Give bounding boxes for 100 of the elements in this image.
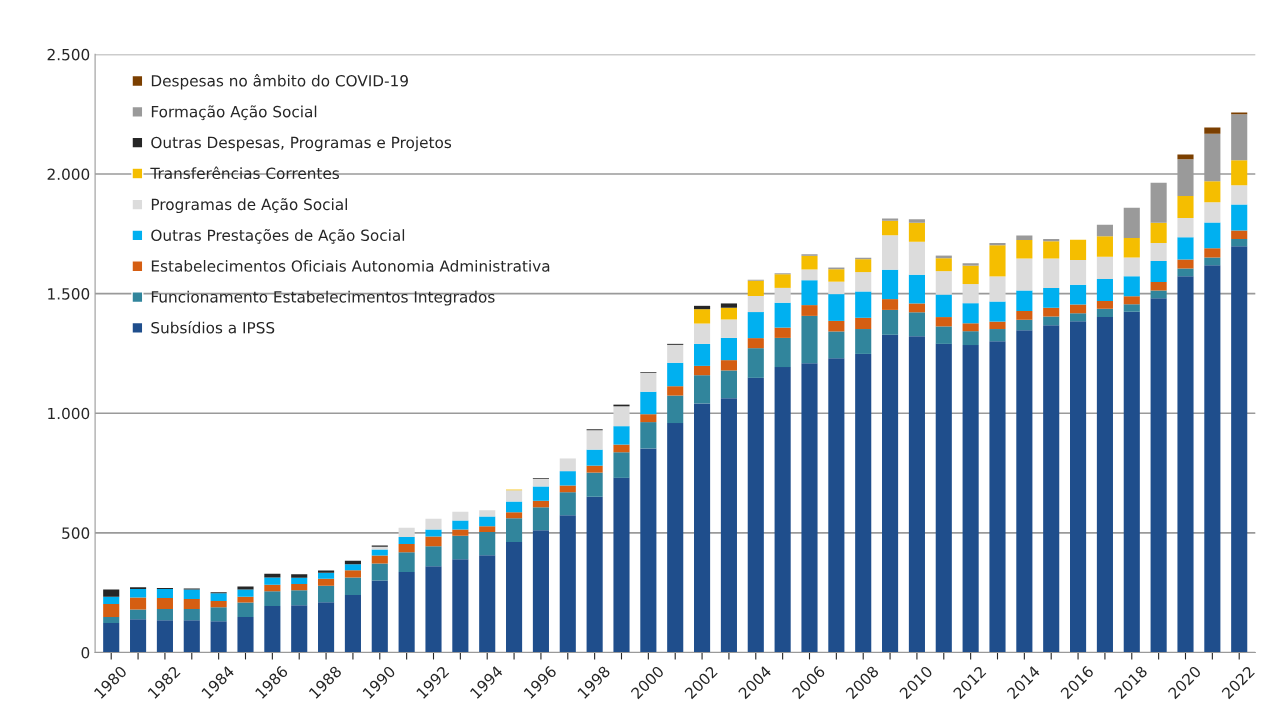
- bar: [1070, 313, 1087, 322]
- bar: [1150, 222, 1167, 243]
- bar: [318, 602, 335, 653]
- bar: [855, 329, 872, 354]
- bar: [1150, 298, 1167, 653]
- bar: [371, 580, 388, 653]
- bar: [1096, 301, 1113, 309]
- bar: [613, 426, 630, 445]
- bar: [103, 603, 120, 618]
- bar: [908, 219, 925, 223]
- bar: [398, 572, 415, 653]
- bar: [882, 299, 899, 310]
- bar: [210, 621, 227, 653]
- bar: [452, 520, 469, 530]
- bar: [694, 309, 711, 324]
- bar: [989, 321, 1006, 330]
- bar: [935, 271, 952, 295]
- bar: [1096, 279, 1113, 302]
- bar: [989, 301, 1006, 322]
- bar: [747, 280, 764, 297]
- bar: [720, 337, 737, 361]
- bar: [694, 343, 711, 366]
- bar: [264, 577, 281, 585]
- bar: [1070, 284, 1087, 305]
- bar: [532, 507, 549, 531]
- bar: [1150, 182, 1167, 223]
- bar: [720, 307, 737, 320]
- bar: [828, 269, 845, 282]
- legend-label: Funcionamento Estabelecimentos Integrados: [151, 290, 495, 306]
- bar: [1204, 127, 1221, 134]
- bar: [613, 452, 630, 478]
- bar: [1150, 261, 1167, 282]
- bar: [559, 492, 576, 516]
- bar: [452, 535, 469, 560]
- bar: [908, 222, 925, 242]
- bar: [1204, 222, 1221, 249]
- bar: [908, 303, 925, 313]
- bar: [1016, 330, 1033, 653]
- bar: [1016, 258, 1033, 291]
- bar: [640, 372, 657, 392]
- bar: [1177, 154, 1194, 160]
- bar: [1231, 239, 1248, 247]
- bar: [747, 338, 764, 349]
- legend-label: Outras Prestações de Ação Social: [151, 228, 405, 244]
- bar: [532, 500, 549, 508]
- bar: [855, 272, 872, 292]
- bar: [962, 263, 979, 266]
- bar: [774, 274, 791, 288]
- bar: [425, 529, 442, 537]
- legend-label: Programas de Ação Social: [151, 198, 347, 214]
- bar: [183, 598, 200, 609]
- bar: [720, 303, 737, 308]
- bar: [962, 323, 979, 332]
- bar: [1043, 325, 1060, 653]
- bar: [586, 472, 603, 497]
- bar: [1177, 218, 1194, 238]
- legend-label: Subsídios a IPSS: [151, 321, 275, 334]
- bar: [694, 365, 711, 376]
- bar: [774, 337, 791, 368]
- bar: [237, 602, 254, 618]
- bar: [989, 276, 1006, 302]
- bar: [130, 597, 147, 610]
- bar: [1177, 268, 1194, 277]
- bar: [1043, 307, 1060, 317]
- bar: [452, 559, 469, 653]
- bar: [506, 512, 523, 519]
- bar: [398, 552, 415, 573]
- bar: [479, 516, 496, 527]
- bar: [801, 315, 818, 364]
- bar: [183, 589, 200, 599]
- bar: [1043, 241, 1060, 259]
- bar: [882, 235, 899, 270]
- bar: [1150, 281, 1167, 291]
- bar: [828, 281, 845, 295]
- bar: [1204, 202, 1221, 223]
- bar: [1043, 258, 1060, 288]
- bar: [183, 608, 200, 621]
- bar: [371, 563, 388, 581]
- bar: [506, 501, 523, 513]
- bar: [1123, 311, 1140, 653]
- legend-label: Estabelecimentos Oficiais Autonomia Administrativa: [151, 260, 550, 272]
- bar: [532, 530, 549, 653]
- bar: [855, 317, 872, 330]
- bar: [506, 518, 523, 542]
- bar: [452, 511, 469, 521]
- bar: [1177, 237, 1194, 260]
- bar: [344, 564, 361, 571]
- bar: [103, 596, 120, 604]
- bar: [559, 458, 576, 472]
- bar: [1231, 114, 1248, 161]
- bar: [908, 336, 925, 653]
- bar: [720, 398, 737, 653]
- bar: [989, 341, 1006, 653]
- bar: [506, 490, 523, 502]
- bar: [130, 609, 147, 620]
- y-tick-label: 500: [62, 527, 90, 539]
- bar: [667, 362, 684, 387]
- bar: [882, 334, 899, 653]
- bar: [962, 303, 979, 324]
- bar: [532, 486, 549, 501]
